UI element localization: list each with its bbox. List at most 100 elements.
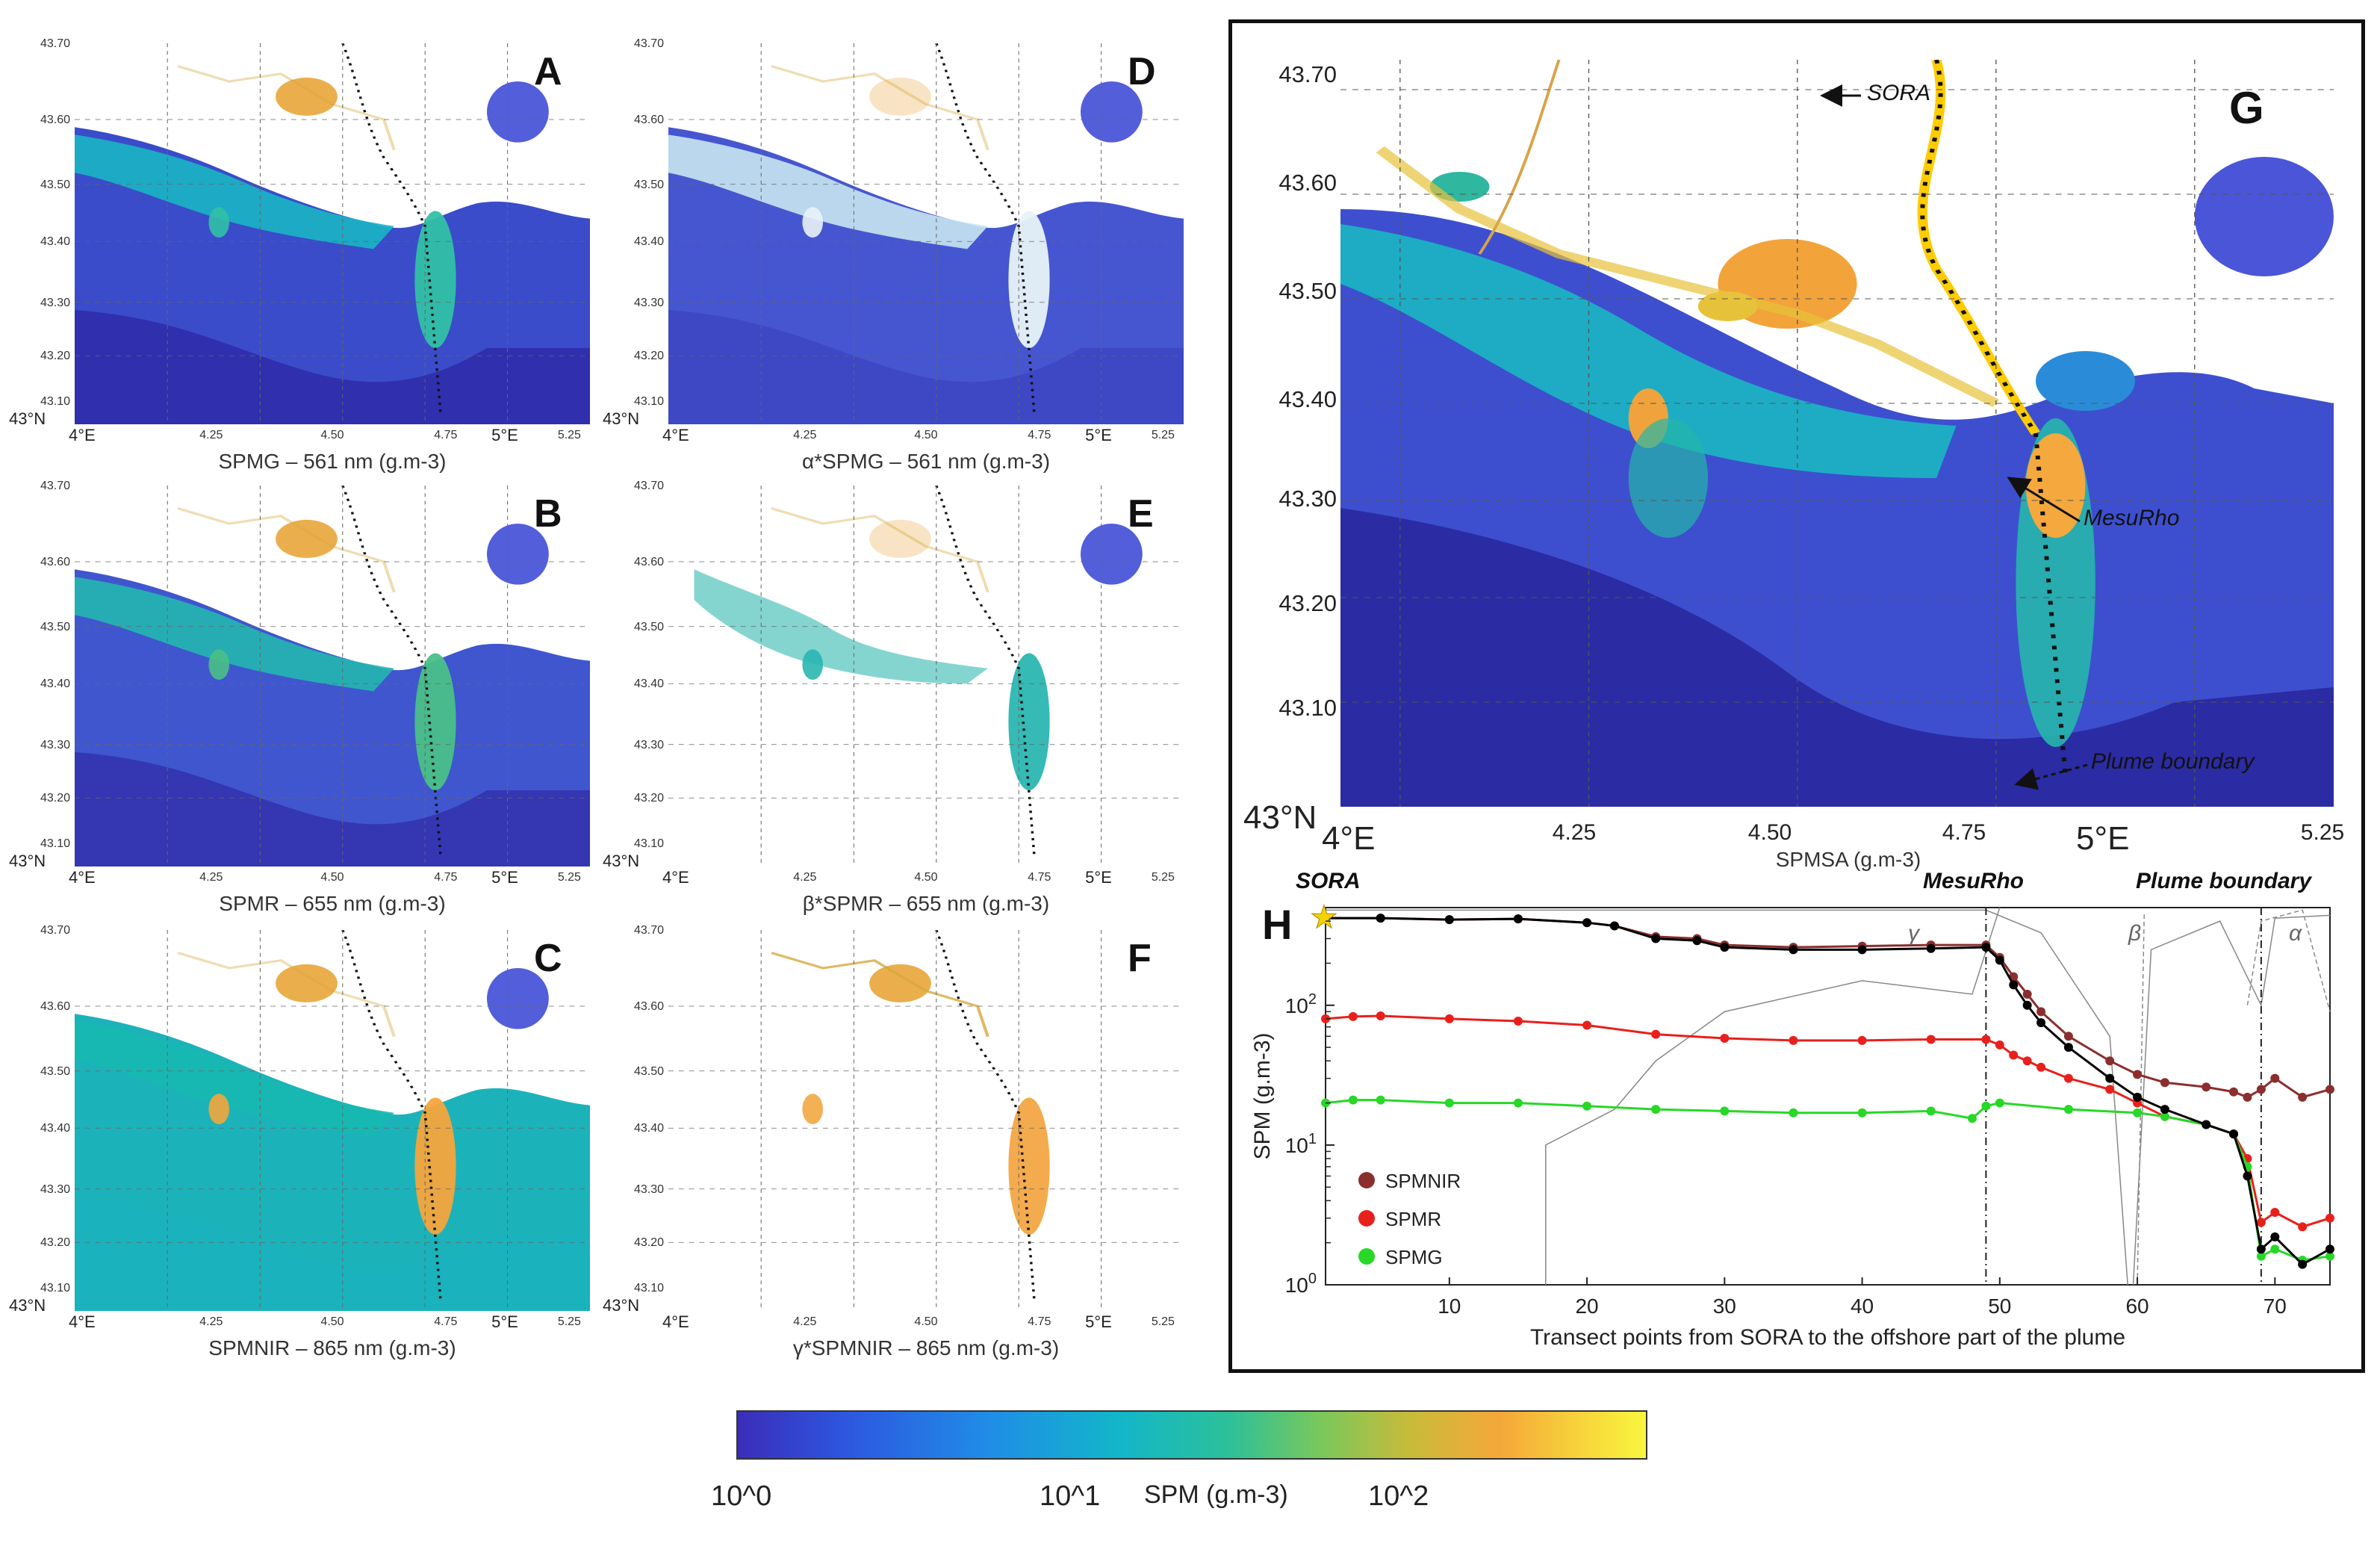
data-point-spmsa bbox=[2325, 1244, 2334, 1254]
panel-caption-d: α*SPMG – 561 nm (g.m-3) bbox=[801, 450, 1051, 473]
plot-area bbox=[1325, 907, 2331, 1286]
map-panel-b bbox=[75, 486, 590, 866]
data-point-spmr bbox=[1926, 1035, 1936, 1044]
data-point-spmg bbox=[1720, 1106, 1730, 1116]
weight-curve-beta bbox=[1326, 909, 2331, 1286]
lat-tick: 43.50 bbox=[40, 620, 70, 633]
lat-tick: 43.10 bbox=[40, 395, 70, 409]
corner-lat: 43°N bbox=[9, 1296, 46, 1315]
legend-marker-r bbox=[1358, 1210, 1375, 1227]
panel-caption-b: SPMR – 655 nm (g.m-3) bbox=[219, 892, 446, 915]
lon-five-e: 5°E bbox=[491, 1312, 518, 1331]
data-point-spmsa bbox=[1444, 915, 1454, 925]
data-point-spmg bbox=[1513, 1098, 1523, 1108]
lat-tick: 43.10 bbox=[633, 395, 664, 409]
legend-marker-nir bbox=[1358, 1172, 1375, 1188]
g-lat-tick: 43.70 bbox=[1278, 61, 1337, 87]
data-point-spmsa bbox=[1789, 945, 1798, 955]
panel-letter-a: A bbox=[534, 50, 562, 93]
g-lat-tick: 43.40 bbox=[1278, 386, 1337, 412]
colorbar bbox=[736, 1410, 1647, 1460]
corner-lon: 4°E bbox=[69, 426, 96, 444]
lat-tick: 43.30 bbox=[633, 1182, 664, 1196]
data-point-spmsa bbox=[2133, 1092, 2143, 1102]
h-greek-beta: β bbox=[2128, 921, 2142, 946]
panel-gh-frame bbox=[1228, 19, 2365, 1373]
lat-tick: 43.30 bbox=[40, 1182, 70, 1196]
lon-tick: 4.25 bbox=[793, 1315, 817, 1328]
series-line-spmnir bbox=[1326, 917, 2331, 1099]
data-point-spmg bbox=[2270, 1244, 2280, 1254]
panel-g-caption: SPMSA (g.m-3) bbox=[1736, 848, 1960, 872]
lon-tick: 4.50 bbox=[320, 1315, 344, 1328]
g-lat-tick: 43.60 bbox=[1278, 170, 1337, 196]
lon-five-e: 5°E bbox=[1085, 868, 1112, 887]
data-point-spmnir bbox=[2256, 1085, 2266, 1094]
h-greek-gamma: γ bbox=[1908, 921, 1919, 946]
series-line-spmr bbox=[1325, 1014, 2331, 1228]
data-point-spmsa bbox=[2105, 1073, 2115, 1083]
data-point-spmg bbox=[2325, 1251, 2334, 1261]
g-lon-tick: 4.75 bbox=[1942, 820, 1986, 845]
data-point-spmsa bbox=[1582, 918, 1592, 928]
data-point-spmg bbox=[1348, 1095, 1358, 1105]
lat-tick: 43.60 bbox=[633, 114, 664, 126]
lat-tick: 43.70 bbox=[40, 37, 70, 50]
data-point-spmr bbox=[2036, 1062, 2046, 1072]
g-corner-lon: 4°E bbox=[1322, 820, 1376, 857]
data-point-spmsa bbox=[2256, 1244, 2266, 1254]
lat-tick: 43.40 bbox=[40, 235, 70, 249]
data-point-spmr bbox=[1981, 1035, 1991, 1044]
data-point-spmr bbox=[2009, 1050, 2019, 1060]
g-lat-tick: 43.50 bbox=[1278, 278, 1337, 304]
data-point-spmr bbox=[2105, 1085, 2115, 1094]
data-point-spmsa bbox=[1692, 936, 1702, 946]
corner-lon: 4°E bbox=[69, 868, 96, 887]
data-point-spmsa bbox=[2270, 1232, 2280, 1241]
g-lat-tick: 43.20 bbox=[1278, 590, 1337, 616]
lon-tick: 4.75 bbox=[434, 871, 458, 884]
legend-marker-g bbox=[1358, 1248, 1375, 1265]
lon-tick: 5.25 bbox=[557, 1315, 581, 1328]
panel-g-map bbox=[1340, 60, 2334, 807]
lat-tick: 43.40 bbox=[633, 1122, 664, 1135]
legend-markers bbox=[1358, 1172, 1375, 1265]
data-point-spmnir bbox=[2022, 989, 2032, 999]
panel-caption-e: β*SPMR – 655 nm (g.m-3) bbox=[802, 892, 1050, 915]
lat-tick: 43.30 bbox=[633, 296, 664, 309]
lon-tick: 4.25 bbox=[199, 1315, 223, 1328]
lat-tick: 43.60 bbox=[40, 1000, 70, 1013]
lon-tick: 5.25 bbox=[1151, 871, 1175, 884]
lat-tick: 43.50 bbox=[633, 178, 664, 191]
colorbar-tick: 10^1 bbox=[1040, 1481, 1101, 1512]
g-five-e: 5°E bbox=[2076, 820, 2130, 857]
corner-lon: 4°E bbox=[662, 868, 689, 887]
lon-tick: 4.50 bbox=[914, 1315, 938, 1328]
data-point-spmsa bbox=[1321, 914, 1330, 923]
panel-caption-a: SPMG – 561 nm (g.m-3) bbox=[218, 450, 447, 473]
panel-letter-d: D bbox=[1128, 50, 1156, 93]
data-point-spmsa bbox=[1981, 943, 1991, 952]
corner-lat: 43°N bbox=[9, 409, 46, 428]
lat-tick: 43.60 bbox=[633, 556, 664, 568]
panel-letter-b: B bbox=[534, 492, 562, 536]
data-point-spmr bbox=[1376, 1011, 1385, 1020]
x-tick-label: 40 bbox=[1851, 1295, 1874, 1318]
weight-curve-gamma bbox=[1545, 907, 2001, 1285]
map-panel-e bbox=[668, 486, 1184, 866]
lat-tick: 43.50 bbox=[633, 1064, 664, 1078]
g-lat-tick: 43.30 bbox=[1278, 486, 1337, 512]
data-point-spmg bbox=[1967, 1114, 1977, 1123]
lat-tick: 43.10 bbox=[40, 837, 70, 851]
data-point-spmg bbox=[1995, 1098, 2004, 1108]
lon-tick: 4.25 bbox=[199, 871, 223, 884]
lat-tick: 43.60 bbox=[40, 556, 70, 568]
g-lon-tick: 5.25 bbox=[2300, 820, 2345, 845]
g-lat-tick: 43.10 bbox=[1278, 695, 1337, 721]
g-corner-lat: 43°N bbox=[1243, 799, 1317, 836]
y-tick-label: 101 bbox=[1285, 1131, 1317, 1157]
legend-item-g: SPMG bbox=[1385, 1246, 1443, 1268]
lon-tick: 5.25 bbox=[1151, 429, 1175, 441]
lat-tick: 43.70 bbox=[633, 37, 664, 50]
lat-tick: 43.30 bbox=[40, 738, 70, 751]
